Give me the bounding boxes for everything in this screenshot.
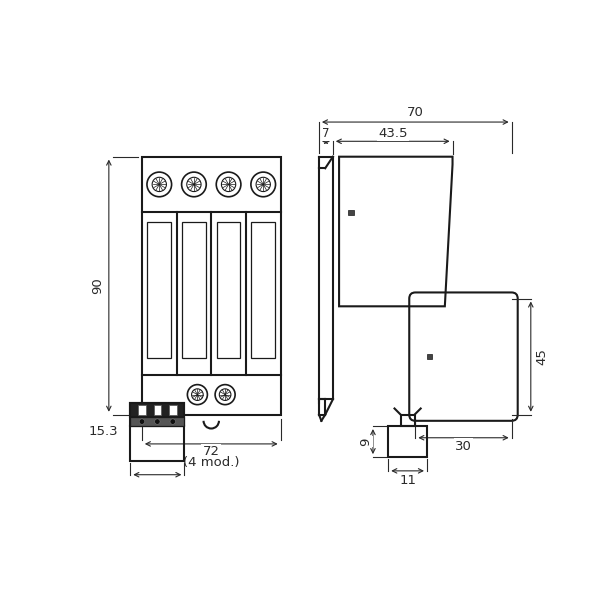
Bar xyxy=(148,222,171,358)
Circle shape xyxy=(251,172,275,197)
Circle shape xyxy=(215,385,235,404)
Circle shape xyxy=(182,172,206,197)
Text: 7: 7 xyxy=(322,127,330,140)
Text: 72: 72 xyxy=(203,445,220,458)
Bar xyxy=(182,222,206,358)
Bar xyxy=(427,354,433,359)
Bar xyxy=(349,209,354,215)
Bar xyxy=(130,403,184,461)
Circle shape xyxy=(216,172,241,197)
Bar xyxy=(142,157,281,415)
Text: 11: 11 xyxy=(399,473,416,487)
Bar xyxy=(388,426,427,457)
Bar xyxy=(130,417,184,426)
Bar xyxy=(251,222,275,358)
Text: (4 mod.): (4 mod.) xyxy=(183,456,239,469)
Circle shape xyxy=(170,419,175,424)
Text: 9: 9 xyxy=(359,437,372,446)
Circle shape xyxy=(155,419,160,424)
Bar xyxy=(217,222,241,358)
Circle shape xyxy=(139,419,145,424)
Text: 45: 45 xyxy=(535,348,548,365)
Circle shape xyxy=(147,172,172,197)
Bar xyxy=(138,404,146,415)
Bar xyxy=(154,404,161,415)
Text: 70: 70 xyxy=(407,106,424,119)
Text: 90: 90 xyxy=(92,277,104,294)
Bar xyxy=(401,415,415,426)
Circle shape xyxy=(187,385,208,404)
Bar xyxy=(169,404,176,415)
Text: 30: 30 xyxy=(455,440,472,453)
Text: 15.3: 15.3 xyxy=(89,425,118,439)
Bar xyxy=(130,403,184,417)
Text: 43.5: 43.5 xyxy=(378,127,407,140)
